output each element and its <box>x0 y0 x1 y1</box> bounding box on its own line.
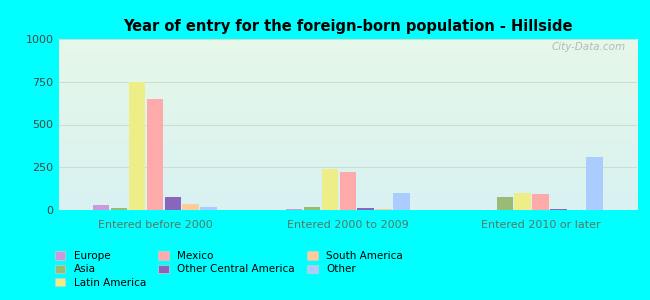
Bar <box>322 169 338 210</box>
Bar <box>200 207 217 210</box>
Title: Year of entry for the foreign-born population - Hillside: Year of entry for the foreign-born popul… <box>123 19 573 34</box>
Bar <box>514 193 531 210</box>
Bar <box>393 193 410 210</box>
Text: City-Data.com: City-Data.com <box>551 42 625 52</box>
Bar <box>586 157 603 210</box>
Bar <box>183 204 199 210</box>
Bar <box>304 207 320 210</box>
Bar <box>497 197 513 210</box>
Legend: Europe, Asia, Latin America, Mexico, Other Central America, South America, Other: Europe, Asia, Latin America, Mexico, Oth… <box>51 247 407 292</box>
Bar <box>147 99 163 210</box>
Bar <box>532 194 549 210</box>
Bar <box>339 172 356 210</box>
Bar <box>93 205 109 210</box>
Bar <box>164 197 181 210</box>
Bar <box>551 209 567 210</box>
Bar <box>286 209 302 210</box>
Bar <box>129 82 145 210</box>
Bar <box>375 209 392 210</box>
Bar <box>358 208 374 210</box>
Bar <box>111 208 127 210</box>
